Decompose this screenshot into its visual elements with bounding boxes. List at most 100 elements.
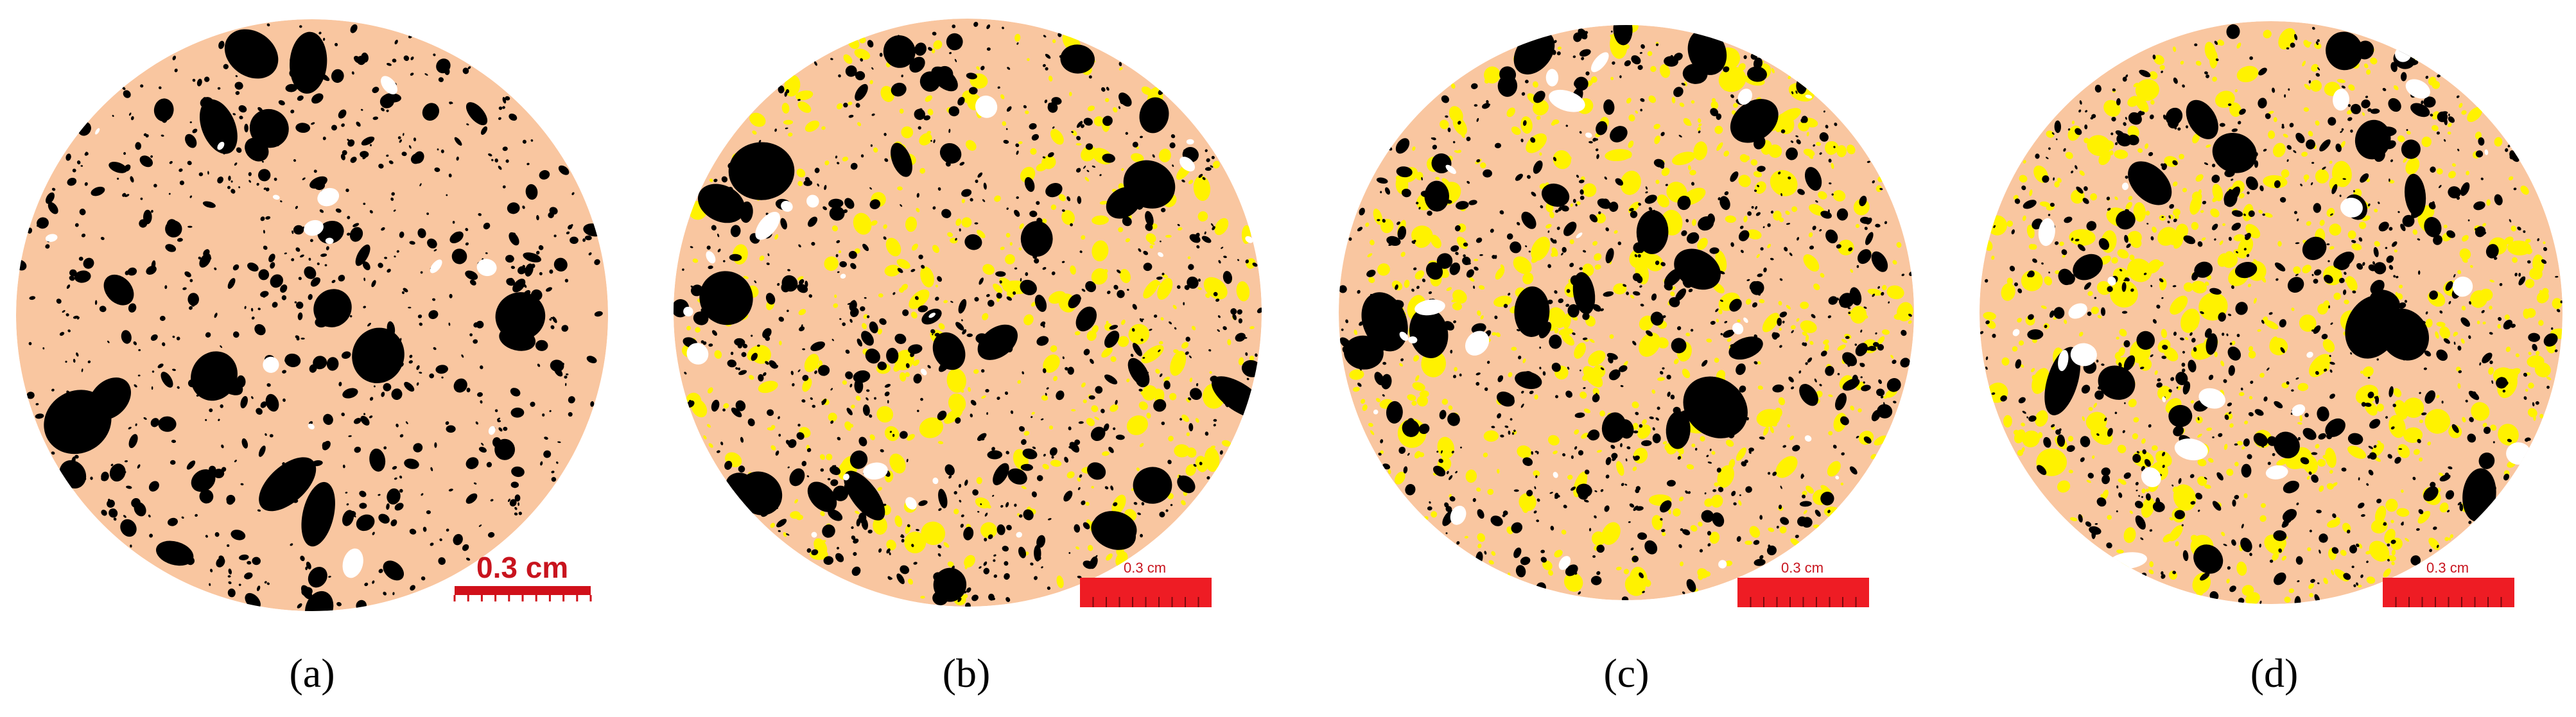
- yellow-phase: [1746, 155, 1750, 160]
- pore: [2181, 363, 2186, 367]
- yellow-phase: [1773, 419, 1778, 424]
- yellow-phase: [1754, 181, 1766, 194]
- yellow-phase: [2520, 186, 2529, 195]
- white-phase: [1805, 94, 1813, 99]
- pore: [1827, 315, 1832, 318]
- pore: [2116, 98, 2121, 106]
- pore: [889, 577, 892, 580]
- yellow-phase: [1601, 522, 1621, 545]
- pore: [73, 359, 76, 363]
- pore: [1246, 377, 1249, 381]
- pore: [177, 386, 180, 389]
- pore: [860, 58, 864, 62]
- pore: [76, 160, 81, 165]
- pore: [299, 254, 304, 258]
- yellow-phase: [1191, 325, 1196, 331]
- pore: [466, 102, 488, 126]
- pore: [1578, 179, 1585, 184]
- pore: [410, 56, 414, 60]
- pore: [372, 580, 375, 584]
- pore: [2228, 236, 2232, 241]
- pore: [478, 524, 482, 527]
- pore: [2421, 100, 2424, 105]
- pore: [970, 400, 977, 406]
- pore: [263, 245, 268, 250]
- pore: [2311, 452, 2318, 455]
- yellow-phase: [2293, 266, 2301, 274]
- pore: [67, 177, 77, 186]
- pore: [2317, 582, 2320, 585]
- yellow-phase: [2068, 469, 2073, 474]
- yellow-phase: [2065, 151, 2073, 159]
- pore: [1506, 233, 1513, 240]
- pore: [1588, 528, 1592, 531]
- pore: [2176, 386, 2179, 389]
- yellow-phase: [2319, 220, 2325, 226]
- yellow-phase: [2244, 420, 2249, 425]
- pore: [2259, 185, 2264, 191]
- pore: [2229, 342, 2232, 345]
- yellow-phase: [842, 380, 848, 385]
- pore: [2457, 148, 2460, 151]
- pore: [2480, 177, 2484, 180]
- pore: [138, 349, 141, 352]
- pore: [2211, 164, 2216, 168]
- pore: [1788, 376, 1794, 383]
- pore: [232, 264, 239, 271]
- pore: [2294, 33, 2298, 40]
- pore: [2197, 417, 2200, 420]
- yellow-phase: [1081, 235, 1086, 240]
- pore: [1736, 363, 1746, 376]
- pore: [1198, 173, 1203, 178]
- pore: [2342, 289, 2347, 295]
- white-phase: [430, 259, 442, 273]
- pore: [549, 318, 552, 321]
- yellow-phase: [1709, 531, 1720, 544]
- pore: [738, 367, 741, 370]
- pore: [2125, 175, 2128, 179]
- pore: [2080, 436, 2091, 447]
- pore: [2073, 254, 2103, 281]
- pore: [822, 401, 825, 404]
- pore: [2326, 31, 2363, 71]
- pore: [1484, 387, 1488, 392]
- pore: [426, 510, 431, 514]
- pore: [256, 182, 259, 186]
- pore: [975, 179, 979, 184]
- pore: [993, 574, 998, 578]
- yellow-phase: [899, 288, 905, 293]
- yellow-phase: [1551, 247, 1558, 257]
- yellow-phase: [2123, 527, 2136, 543]
- pore: [892, 292, 896, 295]
- pore: [2018, 397, 2026, 404]
- yellow-phase: [2475, 132, 2482, 140]
- yellow-phase: [2119, 479, 2127, 485]
- pore: [361, 52, 369, 63]
- pore: [2430, 481, 2436, 488]
- pore: [2094, 390, 2104, 400]
- pore: [486, 462, 492, 468]
- yellow-phase: [1479, 285, 1485, 290]
- pore: [2236, 251, 2238, 254]
- yellow-phase: [1736, 447, 1746, 462]
- pore: [1871, 251, 1888, 272]
- pore: [1536, 451, 1539, 454]
- pore: [352, 327, 405, 384]
- pore: [996, 524, 1005, 535]
- pore: [1341, 328, 1344, 331]
- pore: [2231, 178, 2234, 181]
- pore: [187, 293, 200, 306]
- yellow-phase: [1582, 374, 1589, 381]
- pore: [787, 269, 791, 272]
- pore: [1536, 519, 1540, 523]
- pore: [2323, 368, 2328, 372]
- pore: [2425, 75, 2429, 79]
- pore: [785, 89, 790, 94]
- pore: [1757, 166, 1766, 172]
- pore: [2170, 377, 2175, 381]
- pore: [2245, 232, 2251, 241]
- pore: [2272, 87, 2276, 93]
- pore: [2514, 272, 2518, 277]
- pore: [2053, 177, 2055, 181]
- pore: [1636, 275, 1643, 284]
